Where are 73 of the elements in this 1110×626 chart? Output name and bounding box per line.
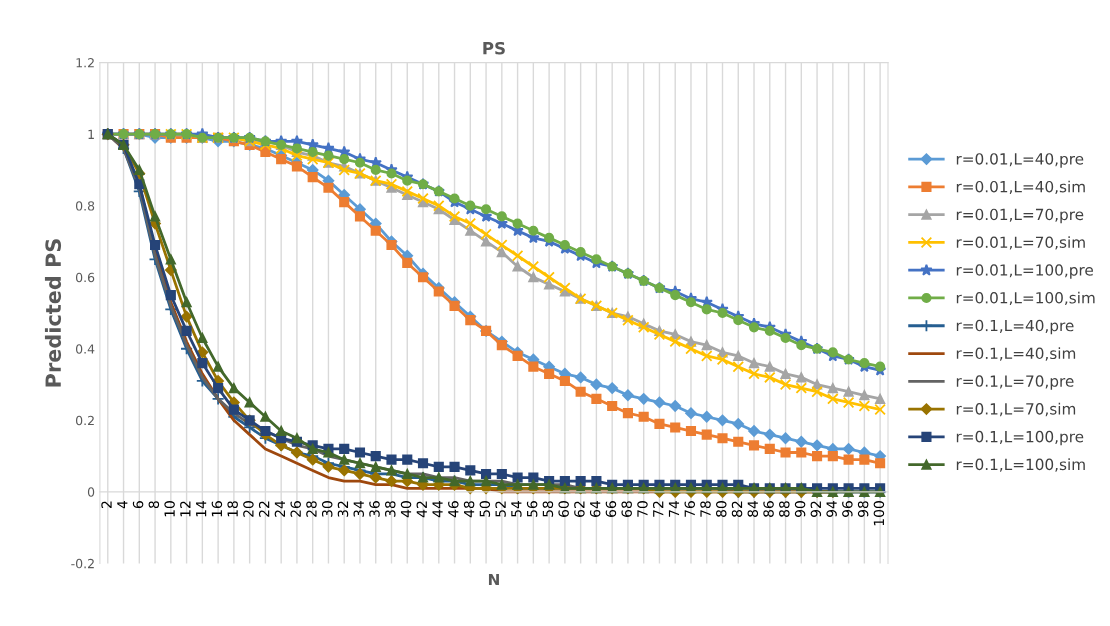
legend-label: r=0.1,L=70,pre <box>956 375 1074 390</box>
y-axis-title: Predicted PS <box>44 239 62 387</box>
legend-label: r=0.01,L=100,sim <box>956 291 1095 306</box>
x-tick-label: 10 <box>164 501 175 517</box>
legend-label: r=0.1,L=40,sim <box>956 347 1076 361</box>
x-tick-label: 40 <box>400 501 412 518</box>
x-tick-label: 14 <box>196 500 207 517</box>
legend-label: r=0.01,L=70,pre <box>956 208 1084 224</box>
legend-label: r=0.01,L=70,sim <box>956 236 1085 250</box>
legend-label: r=0.01,L=40,pre <box>956 153 1084 168</box>
x-tick-label: 76 <box>684 501 695 517</box>
legend-label: r=0.1,L=40,pre <box>956 319 1074 335</box>
x-tick-label: 24 <box>274 500 285 517</box>
x-tick-label: 6 <box>132 501 144 509</box>
x-tick-label: 52 <box>495 501 506 517</box>
x-tick-label: 36 <box>369 501 380 517</box>
x-tick-label: 18 <box>227 501 238 517</box>
x-tick-label: 72 <box>652 501 664 517</box>
x-tick-label: 42 <box>416 501 427 518</box>
x-tick-label: 58 <box>542 501 554 517</box>
x-tick-label: 46 <box>448 501 459 518</box>
legend-label: r=0.01,L=100,pre <box>956 264 1093 279</box>
x-tick-label: 44 <box>432 500 443 518</box>
legend-label: r=0.1,L=100,sim <box>956 458 1085 472</box>
x-tick-label: 82 <box>731 501 743 517</box>
x-tick-label: 16 <box>211 501 223 517</box>
y-tick-label: 1 <box>88 129 94 139</box>
x-tick-label: 28 <box>306 501 317 517</box>
x-tick-label: 74 <box>668 500 680 517</box>
legend-label: r=0.1,L=70,sim <box>956 402 1076 417</box>
x-tick-label: 56 <box>526 501 538 517</box>
y-tick-label: 0 <box>87 487 95 497</box>
x-tick-label: 2 <box>101 501 112 509</box>
x-tick-label: 4 <box>117 500 128 509</box>
x-tick-label: 86 <box>763 501 774 517</box>
y-tick-label: 1.2 <box>76 58 94 68</box>
x-tick-label: 20 <box>243 501 254 517</box>
y-tick-label: -0.2 <box>71 558 94 569</box>
legend-label: r=0.1,L=100,pre <box>956 430 1084 446</box>
x-tick-label: 32 <box>337 501 349 517</box>
x-axis-title: N <box>488 573 499 586</box>
x-tick-label: 68 <box>621 501 632 517</box>
x-tick-label: 8 <box>148 501 160 509</box>
x-tick-label: 26 <box>290 501 301 517</box>
x-tick-label: 12 <box>180 501 191 517</box>
x-tick-label: 60 <box>558 501 569 517</box>
x-tick-label: 50 <box>479 501 491 517</box>
x-tick-label: 94 <box>826 500 837 517</box>
x-tick-label: 62 <box>574 501 585 517</box>
x-tick-label: 96 <box>842 501 853 517</box>
x-tick-label: 88 <box>779 501 790 517</box>
x-tick-label: 22 <box>258 501 270 517</box>
legend-label: r=0.01,L=40,sim <box>956 180 1085 195</box>
x-tick-label: 92 <box>810 501 822 517</box>
x-tick-label: 64 <box>589 500 601 517</box>
x-tick-label: 34 <box>353 500 364 517</box>
y-tick-label: 0.8 <box>75 201 95 211</box>
y-tick-label: 0.4 <box>75 344 95 354</box>
x-tick-label: 84 <box>747 500 759 517</box>
y-tick-label: 0.2 <box>75 415 94 426</box>
x-tick-label: 90 <box>794 501 806 517</box>
x-tick-label: 70 <box>637 501 648 517</box>
x-tick-label: 66 <box>605 501 617 517</box>
x-tick-label: 100 <box>873 501 885 526</box>
x-tick-label: 38 <box>385 501 396 517</box>
x-tick-label: 54 <box>511 500 522 517</box>
x-tick-label: 78 <box>700 501 711 517</box>
x-tick-label: 30 <box>321 501 333 517</box>
y-tick-label: 0.6 <box>75 272 95 283</box>
x-tick-label: 48 <box>463 501 475 518</box>
chart-title: PS <box>483 41 505 55</box>
x-tick-label: 80 <box>716 501 727 517</box>
x-tick-label: 98 <box>857 501 869 517</box>
